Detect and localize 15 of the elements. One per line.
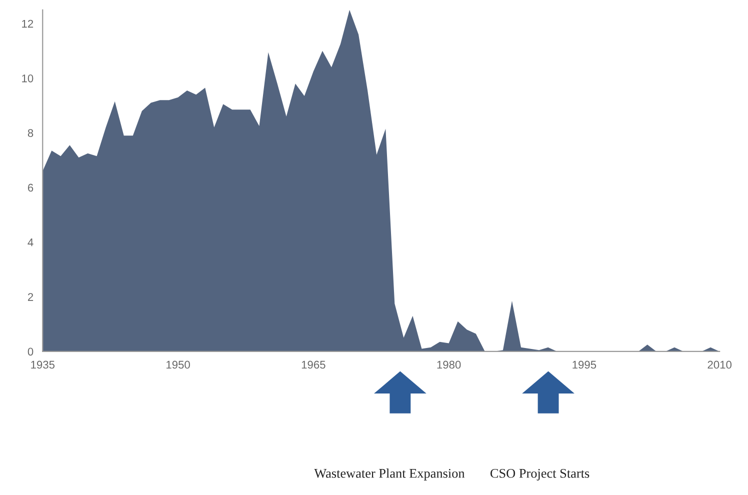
y-tick-label: 10	[22, 74, 34, 82]
y-tick-label: 2	[28, 293, 34, 301]
x-tick-label: 1935	[31, 360, 55, 369]
x-tick-label: 1995	[572, 360, 596, 369]
x-tick-label: 2010	[708, 360, 732, 369]
text: Wastewater Plant Expansion	[314, 468, 465, 480]
x-tick-label: 1980	[437, 360, 461, 369]
x-tick-label: 1950	[166, 360, 190, 369]
y-tick-label: 6	[28, 184, 34, 192]
y-tick-label: 4	[28, 238, 34, 246]
x-tick-label: 1965	[302, 360, 326, 369]
y-tick-label: 8	[28, 129, 34, 137]
text: CSO Project Starts	[490, 468, 590, 480]
y-tick-label: 0	[28, 348, 34, 356]
y-tick-label: 12	[22, 20, 34, 28]
